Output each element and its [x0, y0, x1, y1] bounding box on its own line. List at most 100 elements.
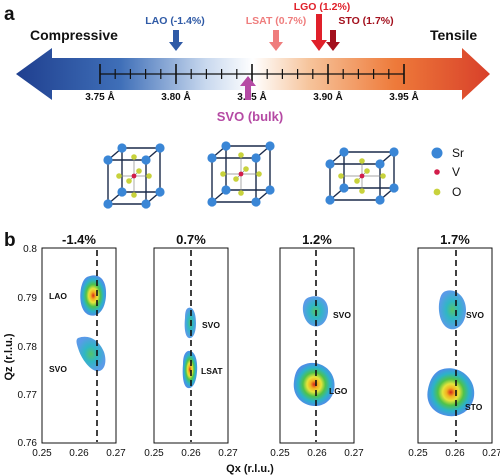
substrate-sto-label: STO (1.7%) — [338, 15, 393, 27]
o-atom — [380, 173, 386, 179]
legend-sr-label: Sr — [452, 146, 464, 160]
sr-atom — [103, 199, 113, 209]
sr-atom — [141, 155, 151, 165]
o-atom — [238, 190, 244, 196]
qz-axis-label: Qz (r.l.u.) — [3, 333, 15, 380]
panel-a-label: a — [4, 4, 15, 25]
sr-atom — [141, 199, 151, 209]
legend-v-label: V — [452, 165, 460, 179]
qx-tick: 0.25 — [32, 448, 52, 459]
o-atom — [146, 173, 152, 179]
qx-tick: 0.26 — [69, 448, 89, 459]
o-atom — [359, 158, 365, 164]
qx-tick: 0.26 — [445, 448, 465, 459]
crystal-structures — [103, 141, 399, 209]
qx-tick-labels: 0.25 0.26 0.27 — [144, 448, 238, 459]
qx-tick: 0.27 — [106, 448, 126, 459]
sr-atom — [207, 153, 217, 163]
qx-tick: 0.27 — [482, 448, 500, 459]
scale-tick-labels: 3.75 Å 3.80 Å 3.85 Å 3.90 Å 3.95 Å — [85, 90, 418, 103]
tick-label-385: 3.85 Å — [237, 90, 266, 103]
rsm-title: -1.4% — [62, 232, 96, 247]
film-peak-label: SVO — [466, 310, 484, 320]
sr-atom — [325, 195, 335, 205]
substrate-lgo-label: LGO (1.2%) — [294, 1, 351, 13]
o-atom-icon — [433, 188, 441, 196]
tick-label-395: 3.95 Å — [389, 90, 418, 103]
sr-atom — [375, 159, 385, 169]
qx-tick: 0.25 — [408, 448, 428, 459]
bulk-svo-arrow — [240, 76, 256, 100]
qx-tick-labels: 0.25 0.26 0.27 — [270, 448, 364, 459]
qz-tick-labels: 0.8 0.79 0.78 0.77 0.76 — [18, 244, 38, 449]
sr-atom — [221, 141, 231, 151]
bulk-svo-label: SVO (bulk) — [217, 109, 283, 124]
sr-atom — [339, 147, 349, 157]
substrate-peak-label: LAO — [49, 291, 67, 301]
qz-tick-2: 0.78 — [18, 342, 38, 353]
o-atom — [220, 171, 226, 177]
qx-tick: 0.25 — [270, 448, 290, 459]
qx-tick: 0.27 — [218, 448, 238, 459]
substrate-lao-arrow — [169, 30, 183, 51]
rsm-map-1: -1.4% LAO SVO 0.25 0.26 0.27 — [32, 232, 126, 459]
rsm-title: 1.2% — [302, 232, 332, 247]
substrate-peak — [80, 275, 107, 316]
unit-cell — [325, 147, 399, 205]
sr-atom — [375, 195, 385, 205]
qx-tick: 0.27 — [344, 448, 364, 459]
film-peak-label: SVO — [333, 310, 351, 320]
qx-tick: 0.26 — [307, 448, 327, 459]
qx-tick: 0.25 — [144, 448, 164, 459]
substrate-peak — [293, 362, 335, 407]
sr-atom — [117, 143, 127, 153]
sr-atom — [251, 197, 261, 207]
tick-label-375: 3.75 Å — [85, 90, 114, 103]
rsm-frame — [279, 247, 355, 444]
qx-axis-label: Qx (r.l.u.) — [226, 463, 274, 475]
film-peak — [76, 336, 106, 372]
film-peak-label: SVO — [202, 320, 220, 330]
film-peak-label: SVO — [49, 364, 67, 374]
qz-tick-3: 0.77 — [18, 390, 38, 401]
substrate-peak-label: LGO — [329, 386, 348, 396]
substrate-peak — [182, 350, 198, 389]
tick-label-390: 3.90 Å — [313, 90, 342, 103]
rsm-map-3: 1.2% SVO LGO 0.25 0.26 0.27 — [270, 232, 364, 459]
rsm-title: 0.7% — [176, 232, 206, 247]
sr-atom — [325, 159, 335, 169]
o-atom — [126, 178, 132, 184]
o-atom — [364, 168, 370, 174]
substrate-lgo-arrow — [311, 14, 327, 51]
film-peak — [438, 290, 466, 330]
tensile-label: Tensile — [430, 27, 477, 43]
qx-tick-labels: 0.25 0.26 0.27 — [32, 448, 126, 459]
atom-legend: Sr V O — [431, 146, 464, 199]
substrate-peak-label: LSAT — [201, 366, 223, 376]
sr-atom — [389, 147, 399, 157]
substrate-lsat-arrow — [269, 30, 283, 51]
rsm-map-4: 1.7% SVO STO 0.25 0.26 0.27 — [408, 232, 500, 459]
legend-o-label: O — [452, 185, 461, 199]
o-atom — [116, 173, 122, 179]
o-atom — [354, 178, 360, 184]
sr-atom — [265, 185, 275, 195]
sr-atom — [221, 185, 231, 195]
o-atom — [359, 188, 365, 194]
sr-atom — [155, 143, 165, 153]
panel-b-label: b — [4, 230, 16, 251]
compressive-label: Compressive — [30, 27, 118, 43]
sr-atom — [103, 155, 113, 165]
v-atom-icon — [434, 169, 440, 175]
rsm-map-2: 0.7% SVO LSAT 0.25 0.26 0.27 — [144, 232, 238, 459]
qz-tick-1: 0.79 — [18, 293, 38, 304]
sr-atom — [339, 183, 349, 193]
o-atom — [256, 171, 262, 177]
o-atom — [338, 173, 344, 179]
tick-label-380: 3.80 Å — [161, 90, 190, 103]
sr-atom — [155, 187, 165, 197]
v-atom — [131, 173, 137, 179]
sr-atom — [389, 183, 399, 193]
o-atom — [136, 168, 142, 174]
